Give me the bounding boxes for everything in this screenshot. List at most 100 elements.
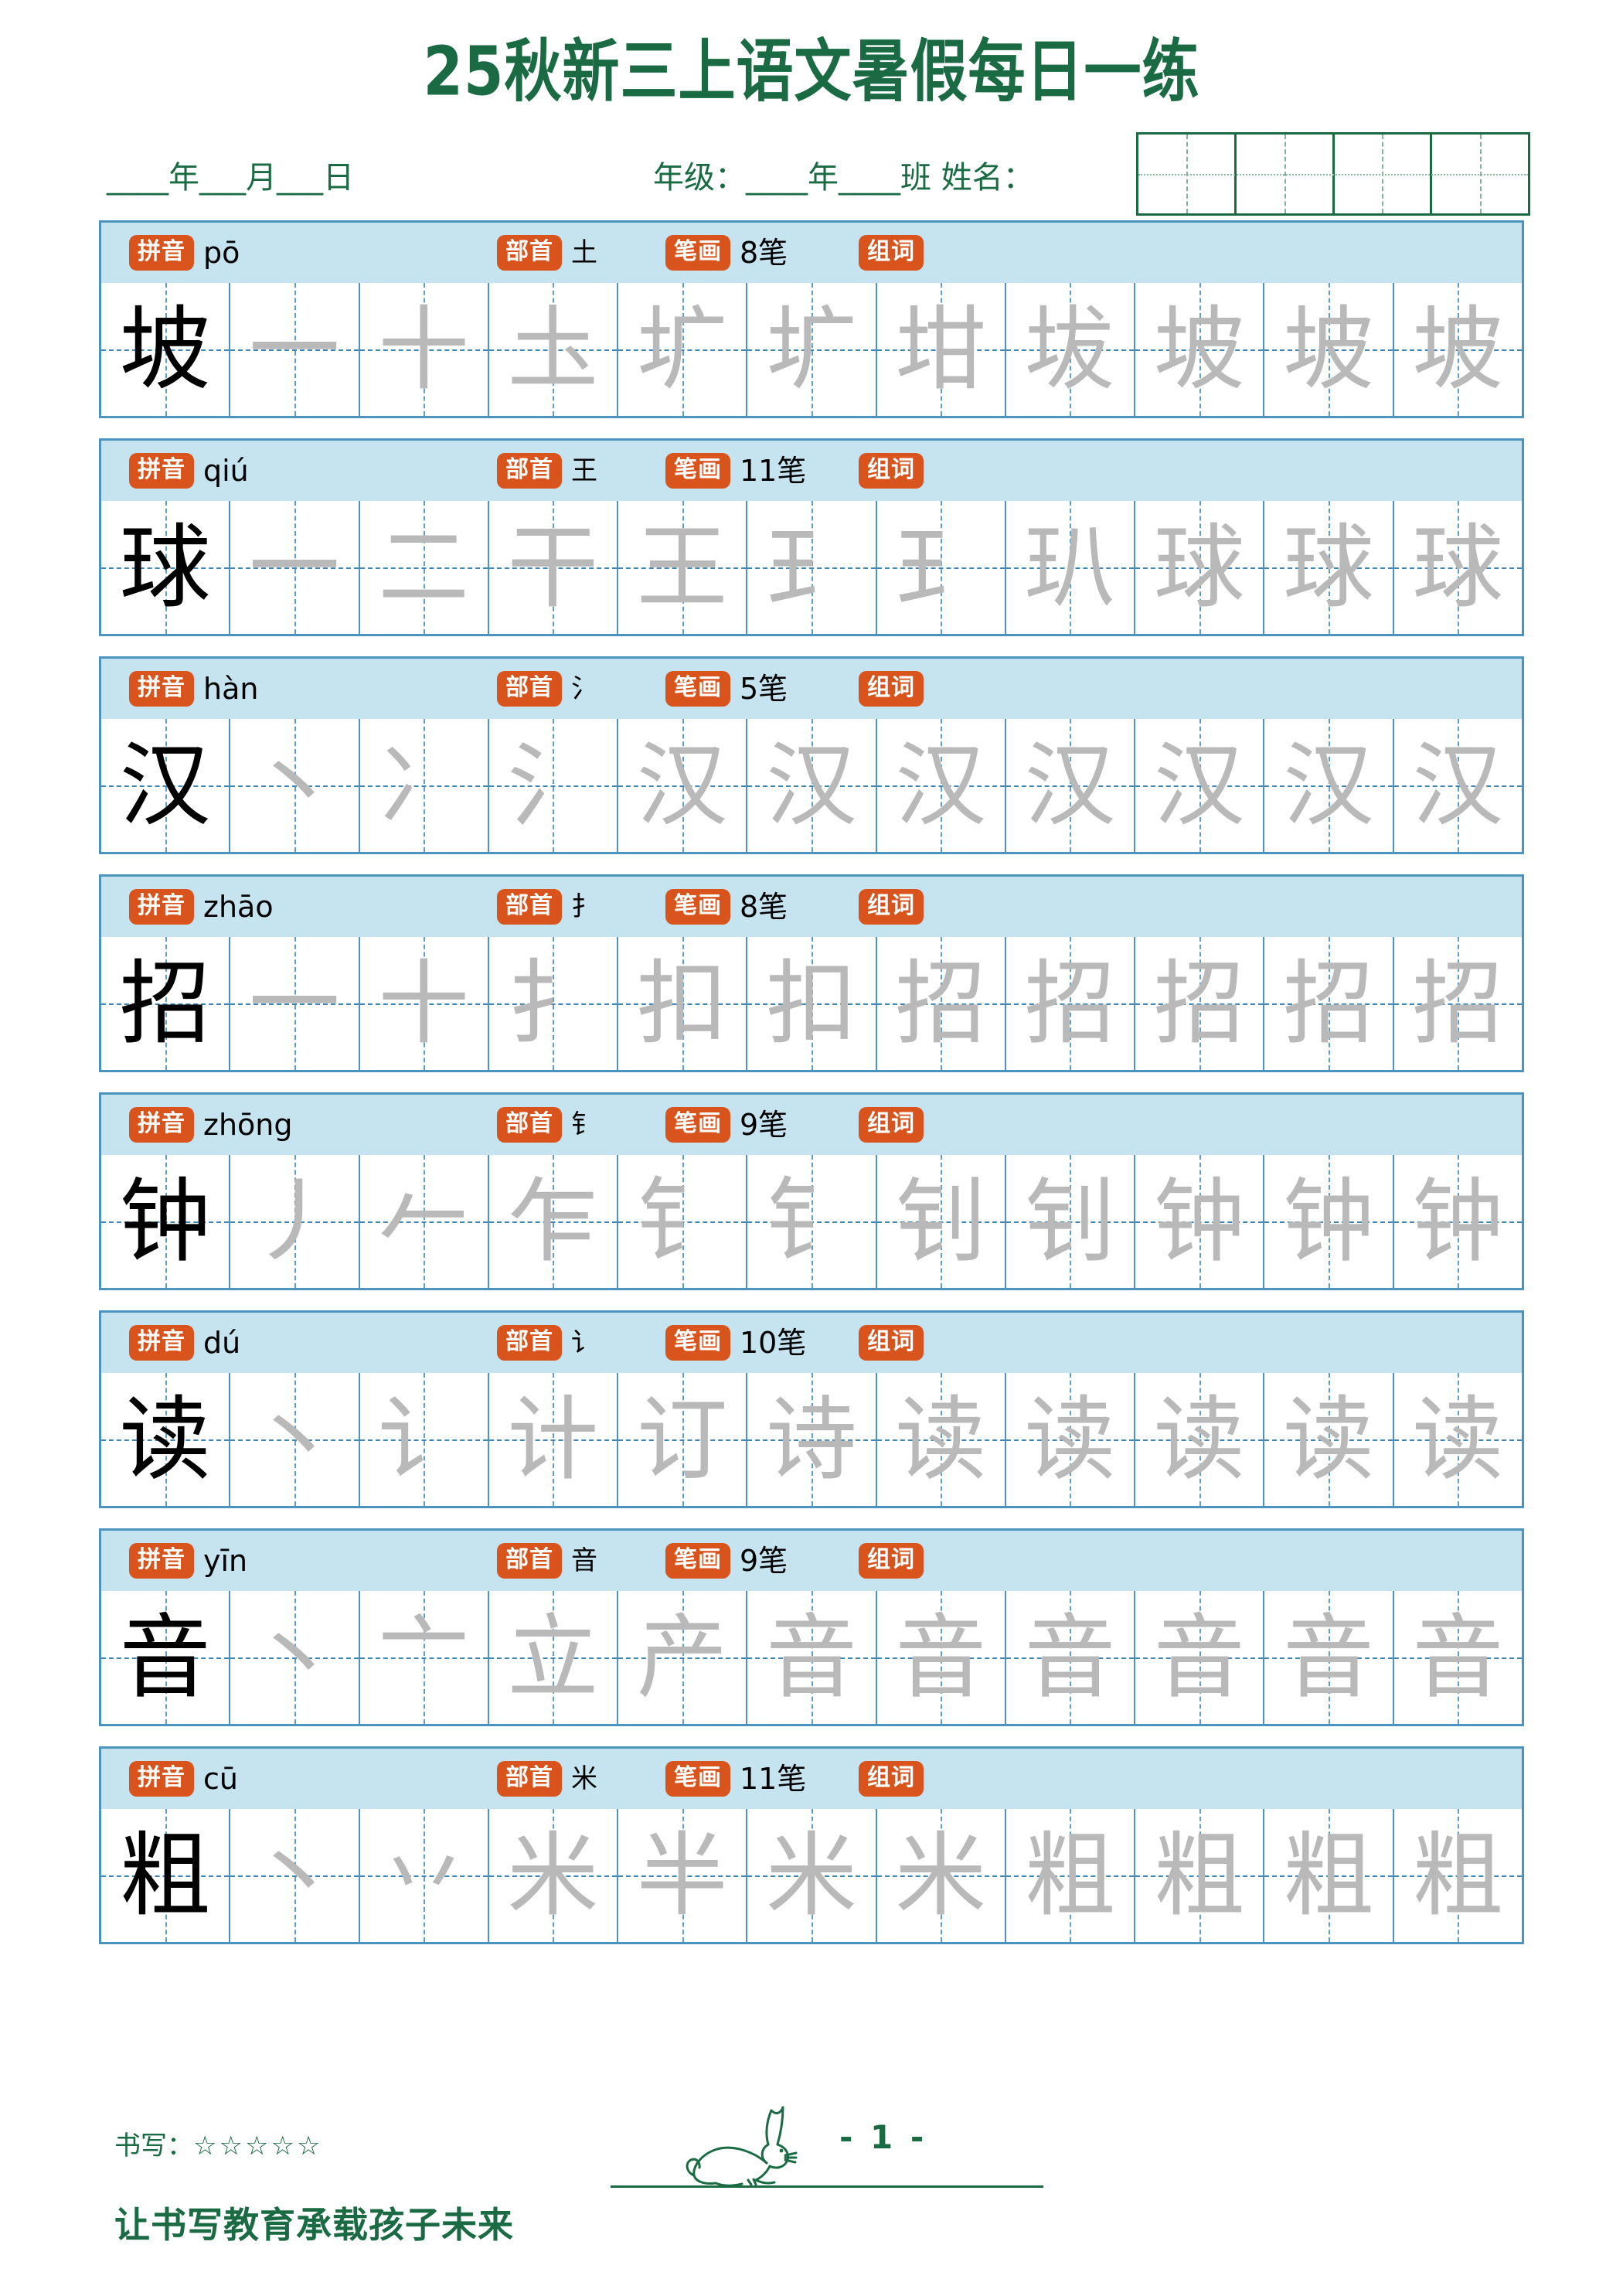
- model-character-cell[interactable]: 读: [101, 1373, 231, 1507]
- name-grid-cell[interactable]: [1335, 135, 1433, 214]
- trace-cell[interactable]: 米: [488, 1809, 619, 1943]
- trace-cell[interactable]: 计: [488, 1373, 619, 1507]
- trace-cell[interactable]: 音: [1005, 1591, 1136, 1725]
- name-grid-cell[interactable]: [1138, 135, 1237, 214]
- trace-cell[interactable]: 扣: [747, 937, 877, 1071]
- trace-cell[interactable]: 招: [1264, 937, 1394, 1071]
- trace-cell[interactable]: 招: [1005, 937, 1136, 1071]
- trace-cell[interactable]: 丶: [230, 719, 360, 853]
- name-grid-cell[interactable]: [1432, 135, 1528, 214]
- trace-cell[interactable]: 招: [876, 937, 1006, 1071]
- trace-cell[interactable]: 一: [230, 501, 360, 635]
- trace-cell[interactable]: 坡: [1135, 283, 1265, 417]
- trace-cell[interactable]: 扣: [618, 937, 748, 1071]
- trace-cell[interactable]: 一: [230, 283, 360, 417]
- trace-cell[interactable]: 音: [1393, 1591, 1522, 1725]
- trace-cell[interactable]: 坡: [1393, 283, 1522, 417]
- trace-cell[interactable]: 招: [1135, 937, 1265, 1071]
- grade-class-name-field[interactable]: 年级：____年____班 姓名：: [653, 160, 1034, 196]
- trace-cell[interactable]: 扌: [488, 937, 619, 1071]
- trace-cell[interactable]: 诗: [747, 1373, 877, 1507]
- trace-cell[interactable]: 讠: [359, 1373, 489, 1507]
- trace-cell[interactable]: 粗: [1135, 1809, 1265, 1943]
- trace-cell[interactable]: 冫: [359, 719, 489, 853]
- model-character-cell[interactable]: 球: [101, 501, 231, 635]
- trace-cell[interactable]: 汉: [1393, 719, 1522, 853]
- trace-cell[interactable]: 干: [488, 501, 619, 635]
- trace-cell[interactable]: 𤣩: [876, 501, 1006, 635]
- trace-cell[interactable]: 坩: [876, 283, 1006, 417]
- trace-cell[interactable]: 汉: [618, 719, 748, 853]
- trace-cell[interactable]: 钊: [1005, 1155, 1136, 1289]
- trace-cell[interactable]: 汉: [1005, 719, 1136, 853]
- trace-cell[interactable]: 二: [359, 501, 489, 635]
- trace-cell[interactable]: 十: [359, 937, 489, 1071]
- trace-cell[interactable]: 球: [1264, 501, 1394, 635]
- practice-grid[interactable]: 汉丶冫氵汉汉汉汉汉汉汉: [101, 719, 1522, 853]
- practice-grid[interactable]: 读丶讠计订诗读读读读读: [101, 1373, 1522, 1507]
- trace-cell[interactable]: 丶: [230, 1809, 360, 1943]
- trace-cell[interactable]: 丿: [230, 1155, 360, 1289]
- trace-cell[interactable]: 球: [1135, 501, 1265, 635]
- trace-cell[interactable]: 汉: [1264, 719, 1394, 853]
- trace-cell[interactable]: 订: [618, 1373, 748, 1507]
- name-grid-cell[interactable]: [1237, 135, 1335, 214]
- trace-cell[interactable]: 丶: [230, 1591, 360, 1725]
- date-field[interactable]: ____年___月___日: [107, 160, 354, 196]
- name-grid[interactable]: [1136, 132, 1530, 216]
- trace-cell[interactable]: 读: [1264, 1373, 1394, 1507]
- trace-cell[interactable]: 读: [1393, 1373, 1522, 1507]
- trace-cell[interactable]: 圡: [488, 283, 619, 417]
- practice-grid[interactable]: 招一十扌扣扣招招招招招: [101, 937, 1522, 1071]
- trace-cell[interactable]: 钅: [618, 1155, 748, 1289]
- trace-cell[interactable]: 读: [1135, 1373, 1265, 1507]
- trace-cell[interactable]: 十: [359, 283, 489, 417]
- model-character-cell[interactable]: 钟: [101, 1155, 231, 1289]
- trace-cell[interactable]: 球: [1393, 501, 1522, 635]
- rating-stars[interactable]: ☆☆☆☆☆: [193, 2131, 323, 2161]
- trace-cell[interactable]: 产: [618, 1591, 748, 1725]
- trace-cell[interactable]: 立: [488, 1591, 619, 1725]
- trace-cell[interactable]: 钟: [1393, 1155, 1522, 1289]
- trace-cell[interactable]: 乍: [488, 1155, 619, 1289]
- trace-cell[interactable]: 钅: [747, 1155, 877, 1289]
- trace-cell[interactable]: 米: [876, 1809, 1006, 1943]
- trace-cell[interactable]: 坺: [1005, 283, 1136, 417]
- trace-cell[interactable]: 𠂉: [359, 1155, 489, 1289]
- model-character-cell[interactable]: 粗: [101, 1809, 231, 1943]
- trace-cell[interactable]: 读: [1005, 1373, 1136, 1507]
- trace-cell[interactable]: 亠: [359, 1591, 489, 1725]
- trace-cell[interactable]: 玐: [1005, 501, 1136, 635]
- trace-cell[interactable]: 坡: [1264, 283, 1394, 417]
- trace-cell[interactable]: 丶: [230, 1373, 360, 1507]
- trace-cell[interactable]: 汉: [876, 719, 1006, 853]
- trace-cell[interactable]: 招: [1393, 937, 1522, 1071]
- practice-grid[interactable]: 音丶亠立产音音音音音音: [101, 1591, 1522, 1725]
- model-character-cell[interactable]: 坡: [101, 283, 231, 417]
- practice-grid[interactable]: 坡一十圡圹圹坩坺坡坡坡: [101, 283, 1522, 417]
- trace-cell[interactable]: 王: [618, 501, 748, 635]
- model-character-cell[interactable]: 音: [101, 1591, 231, 1725]
- model-character-cell[interactable]: 汉: [101, 719, 231, 853]
- practice-grid[interactable]: 粗丶丷米半米米粗粗粗粗: [101, 1809, 1522, 1943]
- trace-cell[interactable]: 氵: [488, 719, 619, 853]
- trace-cell[interactable]: 粗: [1005, 1809, 1136, 1943]
- trace-cell[interactable]: 圹: [747, 283, 877, 417]
- trace-cell[interactable]: 音: [1135, 1591, 1265, 1725]
- trace-cell[interactable]: 𤣩: [747, 501, 877, 635]
- trace-cell[interactable]: 一: [230, 937, 360, 1071]
- trace-cell[interactable]: 钟: [1264, 1155, 1394, 1289]
- trace-cell[interactable]: 粗: [1264, 1809, 1394, 1943]
- trace-cell[interactable]: 丷: [359, 1809, 489, 1943]
- trace-cell[interactable]: 粗: [1393, 1809, 1522, 1943]
- trace-cell[interactable]: 钟: [1135, 1155, 1265, 1289]
- trace-cell[interactable]: 汉: [747, 719, 877, 853]
- trace-cell[interactable]: 音: [747, 1591, 877, 1725]
- trace-cell[interactable]: 音: [1264, 1591, 1394, 1725]
- trace-cell[interactable]: 音: [876, 1591, 1006, 1725]
- trace-cell[interactable]: 圹: [618, 283, 748, 417]
- trace-cell[interactable]: 半: [618, 1809, 748, 1943]
- model-character-cell[interactable]: 招: [101, 937, 231, 1071]
